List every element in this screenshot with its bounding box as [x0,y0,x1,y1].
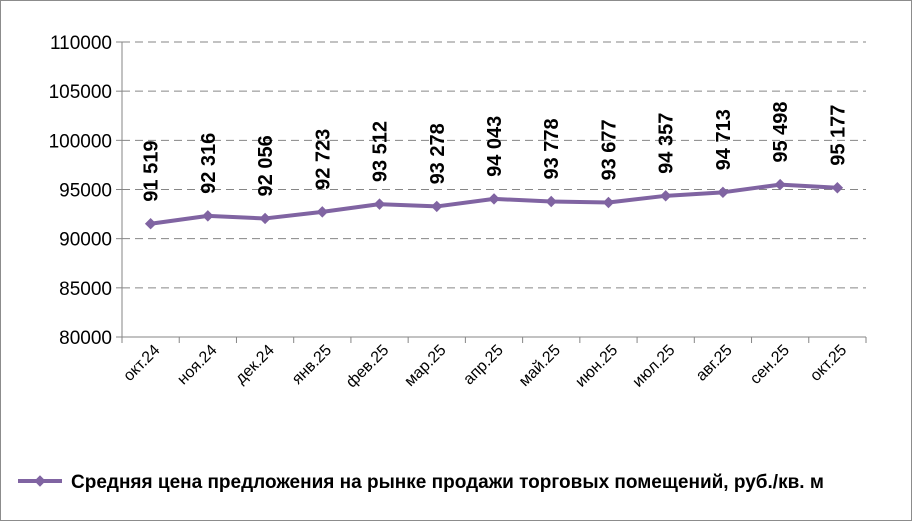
data-label: 92 723 [312,129,334,190]
y-tick-label: 80000 [59,328,112,349]
data-point-marker [316,206,329,218]
data-label: 95 498 [770,101,792,162]
y-tick-label: 95000 [59,181,112,202]
x-tick-label: фев.25 [343,342,392,391]
data-point-marker [717,186,729,199]
y-axis-ticks: 110000 105000 100000 95000 90000 85000 80000 [49,33,112,349]
data-label: 93 778 [541,118,563,179]
x-tick-label: авг.25 [693,342,736,385]
data-label: 91 519 [141,141,163,202]
x-tick-label: апр.25 [460,342,507,389]
data-label: 94 043 [484,116,506,177]
series-line [144,178,844,230]
x-tick-label: июл.25 [630,342,679,391]
data-label: 93 278 [427,123,449,184]
x-tick-label: дек.24 [232,342,278,388]
x-tick-label: окт.24 [120,342,163,385]
data-point-marker [659,190,672,202]
data-point-marker [431,200,443,213]
legend-label: Средняя цена предложения на рынке продаж… [71,472,824,493]
x-tick-label: ноя.24 [174,342,220,388]
x-tick-label: июн.25 [572,342,621,391]
x-tick-label: май.25 [516,342,564,390]
data-label: 93 512 [370,121,392,182]
data-point-marker [602,196,615,209]
data-point-marker [373,198,386,210]
data-label: 92 316 [198,133,220,194]
data-point-marker [488,193,500,205]
y-tick-label: 90000 [59,230,112,251]
y-tick-label: 100000 [49,131,112,152]
legend: Средняя цена предложения на рынке продаж… [18,472,824,493]
data-label: 93 677 [598,119,620,180]
data-label: 94 357 [656,113,678,174]
x-axis-ticks: окт.24 ноя.24 дек.24 янв.25 фев.25 мар.25 апр.… [120,342,850,391]
data-label: 95 177 [827,105,849,166]
data-point-marker [144,218,157,230]
y-tick-label: 110000 [50,33,112,54]
data-point-marker [831,182,844,194]
x-tick-label: сен.25 [747,342,793,388]
data-point-marker [774,178,786,191]
gridlines [122,41,866,289]
data-point-marker [202,210,214,222]
y-tick-label: 105000 [49,82,112,103]
data-point-marker [545,195,557,208]
x-tick-label: янв.25 [289,342,335,388]
data-label: 92 056 [255,135,277,196]
legend-marker-icon [34,475,46,487]
data-labels: 91 519 92 316 92 056 92 723 93 512 93 278 94 0… [141,101,850,201]
x-tick-label: окт.25 [807,342,850,385]
x-tick-label: мар.25 [401,342,449,390]
axes [116,41,867,343]
data-point-marker [259,212,271,225]
y-tick-label: 85000 [59,279,112,300]
data-label: 94 713 [713,109,735,170]
